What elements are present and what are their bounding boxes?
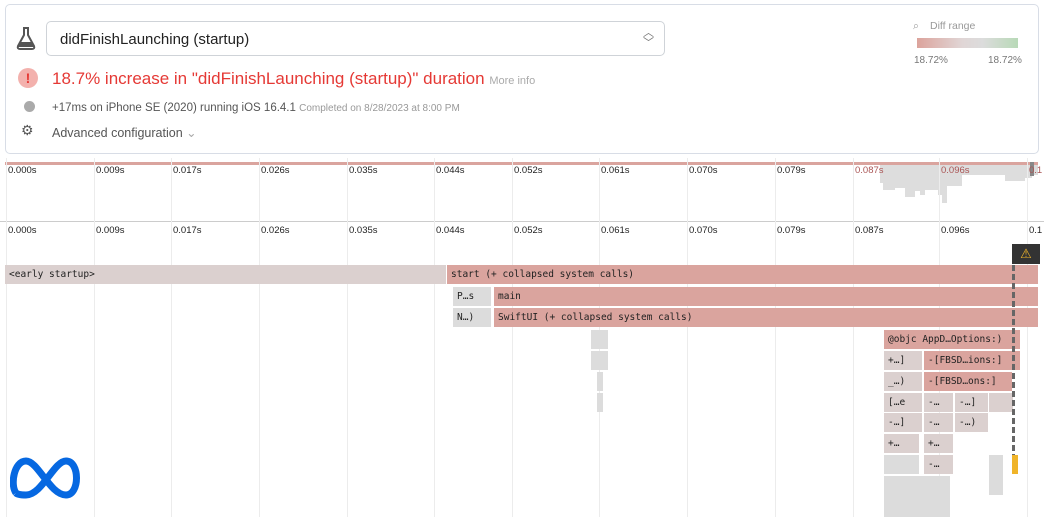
overview-handle[interactable]: [1030, 162, 1034, 176]
frame[interactable]: _…): [884, 372, 922, 391]
gridline: [94, 158, 95, 517]
overview-tick-label: 0.061s: [601, 165, 630, 176]
axis-tick-label: 0.026s: [261, 225, 290, 236]
flask-icon: [16, 27, 36, 50]
chevron-down-icon: ⌄: [186, 126, 197, 140]
overview-tick-label: 0.017s: [173, 165, 202, 176]
gridline: [259, 158, 260, 517]
axis-tick-label: 0.096s: [941, 225, 970, 236]
diff-range-gradient[interactable]: [917, 38, 1018, 48]
frame[interactable]: [884, 476, 950, 517]
frame[interactable]: [989, 393, 1013, 412]
frame[interactable]: -…]: [955, 393, 988, 412]
axis-tick-label: 0.087s: [855, 225, 884, 236]
zoom-icon: ⌕: [913, 20, 919, 32]
axis-tick-label: 0.070s: [689, 225, 718, 236]
overview-minimap[interactable]: [5, 162, 1038, 165]
frame-swiftui[interactable]: SwiftUI (+ collapsed system calls): [494, 308, 1038, 327]
frame[interactable]: [597, 393, 603, 412]
overview-tick-label: 0.1: [1029, 165, 1043, 176]
gridline: [687, 158, 688, 517]
gridline: [512, 158, 513, 517]
gridline: [347, 158, 348, 517]
axis-tick-label: 0.044s: [436, 225, 465, 236]
frame[interactable]: [884, 455, 919, 474]
overview-tick-label: 0.079s: [777, 165, 806, 176]
regression-alert: 18.7% increase in "didFinishLaunching (s…: [52, 69, 536, 88]
axis-tick-label: 0.1: [1029, 225, 1043, 236]
overview-tick-label: 0.087s: [855, 165, 884, 176]
meta-logo: [10, 457, 80, 499]
axis-tick-label: 0.009s: [96, 225, 125, 236]
frame[interactable]: -…: [924, 413, 953, 432]
marker-line: [1012, 265, 1015, 460]
frame[interactable]: [989, 455, 1003, 495]
overview-tick-label: 0.070s: [689, 165, 718, 176]
run-info: +17ms on iPhone SE (2020) running iOS 16…: [52, 102, 460, 114]
axis-tick-label: 0.061s: [601, 225, 630, 236]
frame-fbsd[interactable]: -[FBSD…ions:]: [924, 351, 1020, 370]
gridline: [853, 158, 854, 517]
gridline: [775, 158, 776, 517]
test-select[interactable]: didFinishLaunching (startup) ︿ ﹀: [46, 21, 665, 56]
test-summary-card: [5, 4, 1039, 154]
axis-divider: [0, 221, 1044, 222]
frame[interactable]: [591, 330, 608, 349]
gridline: [1027, 158, 1028, 517]
frame[interactable]: -…: [924, 393, 953, 412]
frame-main[interactable]: main: [494, 287, 1038, 306]
frame[interactable]: P…s: [453, 287, 491, 306]
frame[interactable]: +…: [924, 434, 953, 453]
diff-range-label: ⌕ Diff range: [913, 20, 976, 32]
overview-tick-label: 0.000s: [8, 165, 37, 176]
overview-tick-label: 0.026s: [261, 165, 290, 176]
overview-tick-label: 0.009s: [96, 165, 125, 176]
axis-tick-label: 0.035s: [349, 225, 378, 236]
axis-tick-label: 0.000s: [8, 225, 37, 236]
gridline: [6, 158, 7, 517]
frame[interactable]: +…]: [884, 351, 922, 370]
axis-tick-label: 0.017s: [173, 225, 202, 236]
more-info-link[interactable]: More info: [489, 75, 536, 87]
selected-frame[interactable]: [1012, 455, 1018, 474]
frame[interactable]: -…]: [884, 413, 922, 432]
gridline: [171, 158, 172, 517]
frame[interactable]: +…: [884, 434, 919, 453]
warning-icon[interactable]: ⚠: [1012, 244, 1040, 264]
alert-icon: !: [18, 68, 38, 88]
frame[interactable]: [597, 372, 603, 391]
frame-objc-appdelegate[interactable]: @objc AppD…Options:): [884, 330, 1020, 349]
frame[interactable]: -…: [924, 455, 953, 474]
frame[interactable]: -…): [955, 413, 988, 432]
overview-flame-profile: [880, 165, 1038, 203]
frame[interactable]: [591, 351, 608, 370]
axis-tick-label: 0.079s: [777, 225, 806, 236]
frame[interactable]: […e: [884, 393, 922, 412]
axis-tick-label: 0.052s: [514, 225, 543, 236]
stopwatch-icon: [24, 101, 35, 112]
overview-tick-label: 0.052s: [514, 165, 543, 176]
frame[interactable]: N…): [453, 308, 491, 327]
chevron-updown-icon: ︿ ﹀: [643, 27, 654, 49]
frame-fbsd[interactable]: -[FBSD…ons:]: [924, 372, 1012, 391]
overview-tick-label: 0.044s: [436, 165, 465, 176]
diff-range-max: 18.72%: [988, 55, 1022, 66]
gridline: [434, 158, 435, 517]
gear-icon: ⚙: [21, 122, 34, 138]
diff-range-min: 18.72%: [914, 55, 948, 66]
overview-tick-label: 0.096s: [941, 165, 970, 176]
advanced-config-toggle[interactable]: Advanced configuration ⌄: [52, 126, 197, 140]
frame-start[interactable]: start (+ collapsed system calls): [447, 265, 1038, 284]
frame-early-startup[interactable]: <early startup>: [5, 265, 446, 284]
overview-tick-label: 0.035s: [349, 165, 378, 176]
